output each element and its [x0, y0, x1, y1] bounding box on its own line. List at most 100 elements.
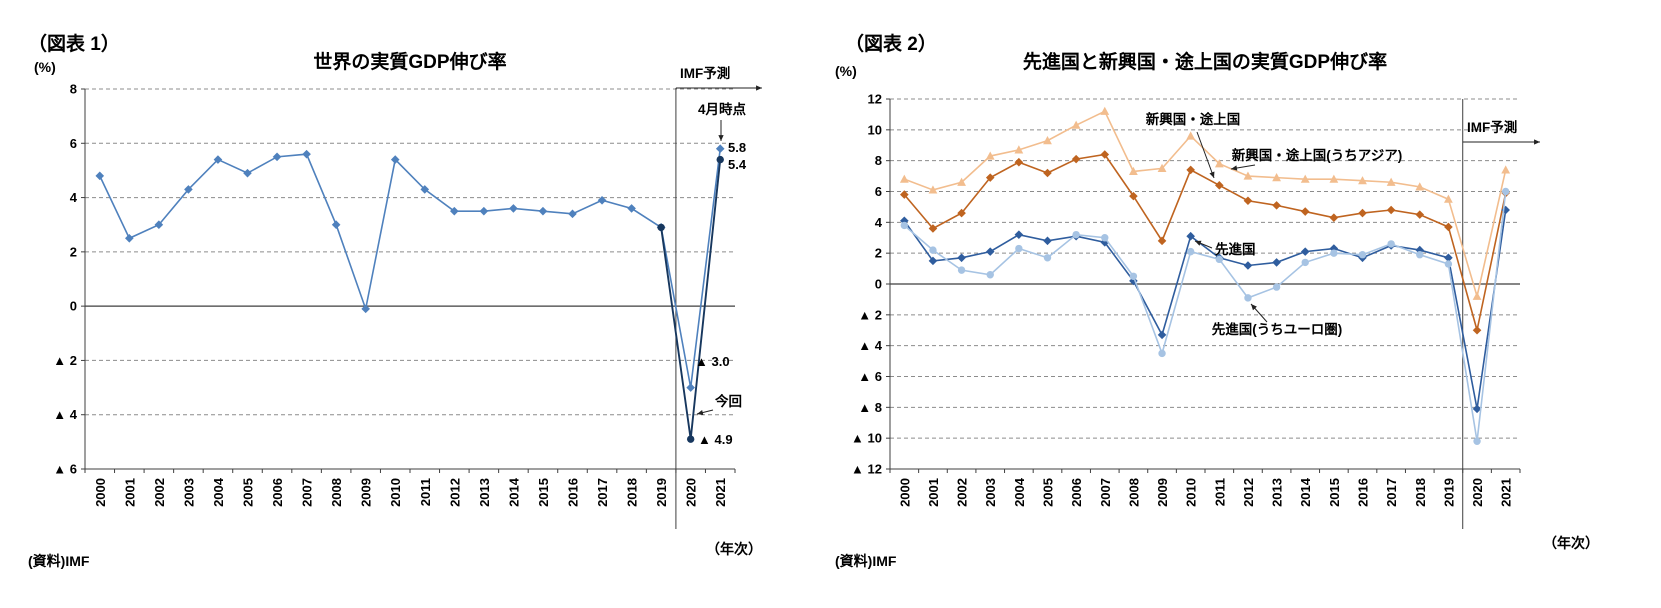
y-tick-label: 0: [875, 277, 882, 292]
figure1-current-2021-value: 5.4: [728, 157, 747, 172]
y-tick-label: ▲ 2: [53, 353, 77, 368]
series-world-actual: [95, 149, 666, 314]
x-tick-label: 2003: [181, 478, 196, 507]
axes-and-grid: 12 10 8 6 4 2 0 ▲ 2 ▲ 4 ▲ 6 ▲ 8 ▲ 10 ▲ 12 2000 2001 200…: [851, 92, 1521, 507]
x-tick-label: 2012: [1241, 478, 1256, 507]
x-tick-label: 2010: [1184, 478, 1199, 507]
x-tick-label: 2015: [1327, 478, 1342, 507]
x-tick-label: 2021: [713, 478, 728, 507]
figure1-x-unit: （年次）: [706, 541, 762, 557]
x-tick-label: 2010: [388, 478, 403, 507]
x-tick-label: 2005: [1041, 478, 1056, 507]
series-line-emerging-asia: [904, 110, 1507, 300]
x-tick-label: 2019: [654, 478, 669, 507]
figure1-april-2021-value: 5.8: [728, 140, 746, 155]
series-line-world-actual: [99, 153, 662, 312]
series-emerging-asia: [899, 106, 1511, 300]
x-tick-label: 2008: [1126, 478, 1141, 507]
series-advanced: [900, 205, 1510, 414]
figure2-plot: 12 10 8 6 4 2 0 ▲ 2 ▲ 4 ▲ 6 ▲ 8 ▲ 10 ▲ 12 2000 2001 200…: [851, 92, 1540, 529]
x-tick-label: 2008: [329, 478, 344, 507]
y-tick-label: ▲ 4: [53, 407, 77, 422]
x-tick-label: 2017: [595, 478, 610, 507]
x-tick-label: 2014: [1298, 477, 1313, 507]
figure2-imf-forecast-label: IMF予測: [1467, 119, 1517, 135]
y-tick-label: ▲ 6: [858, 369, 882, 384]
annotation-arrows: [675, 85, 762, 416]
y-tick-label: 8: [875, 153, 882, 168]
x-tick-label: 2013: [477, 478, 492, 507]
figure2-emerging-label: 新興国・途上国: [1146, 111, 1241, 127]
y-tick-label: 6: [875, 184, 882, 199]
x-tick-label: 2016: [1356, 478, 1371, 507]
figure2-source: (資料)IMF: [835, 553, 897, 569]
x-tick-label: 2017: [1384, 478, 1399, 507]
y-tick-label: 2: [70, 244, 77, 259]
series-line-emerging: [903, 153, 1507, 331]
x-tick-label: 2013: [1270, 478, 1285, 507]
x-tick-label: 2021: [1499, 478, 1514, 507]
figure1-current-label: 今回: [715, 393, 742, 409]
x-tick-label: 2009: [1155, 478, 1170, 507]
y-tick-label: 4: [875, 215, 883, 230]
y-tick-label: 10: [868, 122, 882, 137]
x-tick-label: 2020: [1470, 478, 1485, 507]
chart-world-gdp: （図表 1） 世界の実質GDP伸び率 (%) 8 6 4 2 0 ▲ 2 ▲ 4 ▲ 6 200…: [28, 32, 762, 569]
series-forecast-current: [657, 155, 724, 443]
x-tick-label: 2003: [983, 478, 998, 507]
figure2-emerging-asia-label: 新興国・途上国(うちアジア): [1232, 147, 1402, 163]
x-tick-label: 2004: [211, 477, 226, 507]
x-tick-label: 2002: [955, 478, 970, 507]
y-tick-label: ▲ 8: [858, 400, 882, 415]
series-line-forecast-april: [660, 148, 722, 388]
x-tick-label: 2002: [152, 478, 167, 507]
x-tick-label: 2014: [506, 477, 521, 507]
annotation-arrows: [1194, 131, 1540, 323]
x-tick-label: 2011: [418, 478, 433, 506]
y-tick-label: ▲ 2: [858, 307, 882, 322]
chart-advanced-emerging-gdp: （図表 2） 先進国と新興国・途上国の実質GDP伸び率 (%) 12 10 8 6 4 2…: [835, 32, 1599, 569]
series-line-advanced-euro: [903, 191, 1507, 442]
figure1-april-2020-value: ▲ 3.0: [695, 354, 730, 369]
figure1-y-unit: (%): [34, 59, 56, 75]
series-advanced-euro: [900, 187, 1510, 445]
axes-and-grid: 8 6 4 2 0 ▲ 2 ▲ 4 ▲ 6 2000 2001 2002 2003 2004 2005 20…: [53, 82, 736, 507]
x-tick-label: 2000: [93, 478, 108, 507]
series-line-advanced: [903, 209, 1507, 410]
figure2-y-unit: (%): [835, 63, 857, 79]
x-tick-label: 2018: [1413, 478, 1428, 507]
y-tick-label: 8: [70, 82, 77, 97]
figure2-x-unit: （年次）: [1543, 535, 1599, 551]
x-tick-label: 2006: [270, 478, 285, 507]
x-tick-label: 2012: [447, 478, 462, 507]
x-tick-label: 2016: [566, 478, 581, 507]
figure1-current-2020-value: ▲ 4.9: [698, 432, 733, 447]
x-tick-label: 2004: [1012, 477, 1027, 507]
y-tick-label: 0: [70, 299, 77, 314]
figure1-source: (資料)IMF: [28, 553, 90, 569]
figure1-april-label: 4月時点: [698, 101, 747, 117]
figure-world-gdp: （図表 1） 世界の実質GDP伸び率 (%) 8 6 4 2 0 ▲ 2 ▲ 4 ▲ 6 200…: [20, 14, 800, 599]
y-tick-label: 6: [70, 136, 77, 151]
y-tick-label: ▲ 6: [53, 462, 77, 477]
x-tick-label: 2011: [1212, 478, 1227, 506]
x-tick-label: 2020: [684, 478, 699, 507]
x-tick-label: 2006: [1069, 478, 1084, 507]
y-tick-label: ▲ 4: [858, 338, 882, 353]
series-line-forecast-current: [660, 159, 722, 440]
figure1-caption: （図表 1）: [28, 32, 120, 55]
x-tick-label: 2018: [625, 478, 640, 507]
x-tick-label: 2009: [359, 478, 374, 507]
figure1-plot: 8 6 4 2 0 ▲ 2 ▲ 4 ▲ 6 2000 2001 2002 2003 2004 2005 20…: [53, 82, 762, 529]
x-tick-label: 2007: [300, 478, 315, 507]
figure1-title: 世界の実質GDP伸び率: [313, 50, 506, 73]
figure2-caption: （図表 2）: [845, 32, 937, 55]
y-tick-label: ▲ 10: [851, 431, 882, 446]
x-tick-label: 2001: [926, 478, 941, 507]
x-tick-label: 2007: [1098, 478, 1113, 507]
y-tick-label: 12: [868, 92, 882, 107]
x-tick-label: 2001: [122, 478, 137, 507]
figure-advanced-emerging-gdp: （図表 2） 先進国と新興国・途上国の実質GDP伸び率 (%) 12 10 8 6 4 2…: [815, 14, 1615, 599]
figure2-advanced-label: 先進国: [1215, 241, 1256, 257]
